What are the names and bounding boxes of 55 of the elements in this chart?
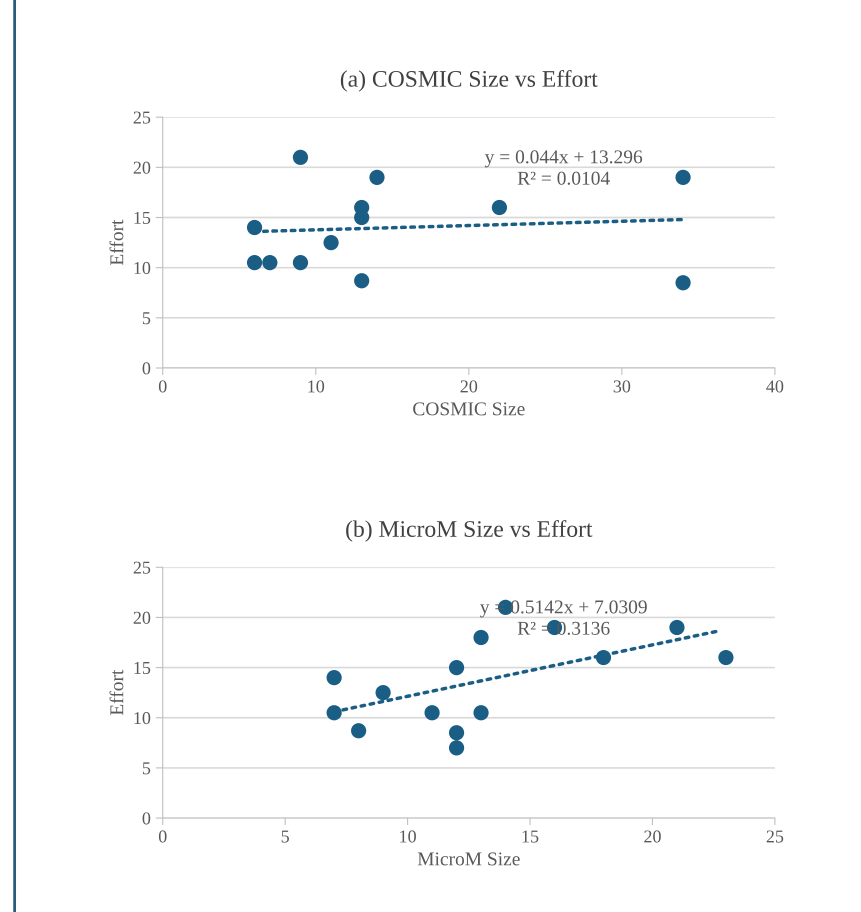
annotation: y = 0.044x + 13.296: [484, 150, 642, 168]
x-tick-label: 10: [400, 830, 416, 843]
y-axis-title: Effort: [109, 670, 124, 716]
y-tick-label: 20: [134, 612, 150, 624]
x-axis-title: MicroM Size: [418, 852, 520, 866]
point: [473, 630, 489, 646]
y-tick-label: 15: [134, 662, 150, 674]
x-tick-label: 40: [766, 380, 784, 393]
point: [246, 220, 262, 236]
point: [326, 670, 342, 686]
point: [323, 234, 339, 250]
y-axis-title: Effort: [109, 220, 124, 266]
y-tick-label: 20: [134, 162, 150, 174]
point: [596, 650, 612, 666]
point: [246, 255, 262, 270]
point: [448, 660, 464, 676]
point: [376, 685, 391, 700]
point: [448, 740, 464, 756]
point: [351, 723, 366, 738]
y-tick-label: 0: [142, 812, 150, 825]
point: [675, 170, 691, 185]
y-tick-label: 10: [134, 262, 150, 274]
point: [292, 150, 308, 165]
chart-title: (b) MicroM Size vs Effort: [346, 520, 592, 542]
y-tick-label: 0: [142, 362, 150, 374]
x-tick-label: 0: [158, 830, 167, 843]
point: [473, 705, 489, 720]
x-tick-label: 15: [522, 830, 538, 843]
y-tick-label: 5: [142, 312, 150, 324]
point: [424, 705, 440, 720]
point: [669, 620, 685, 636]
point: [326, 705, 342, 720]
x-tick-label: 25: [766, 830, 784, 843]
chart-title: (a) COSMIC Size vs Effort: [340, 70, 598, 92]
point: [675, 275, 691, 290]
x-tick-label: 30: [614, 380, 630, 393]
y-tick-label: 25: [134, 562, 150, 574]
point: [292, 255, 308, 270]
y-tick-label: 15: [134, 212, 150, 224]
y-tick-label: 10: [134, 712, 150, 724]
point: [262, 255, 278, 270]
x-tick-label: 10: [308, 380, 324, 393]
point: [369, 170, 385, 185]
y-tick-label: 5: [142, 762, 150, 774]
x-tick-label: 5: [282, 830, 289, 843]
y-tick-label: 25: [134, 112, 150, 124]
x-axis-title: COSMIC Size: [413, 402, 525, 416]
x-tick-label: 20: [644, 830, 661, 843]
point: [448, 725, 464, 740]
x-tick-label: 20: [460, 380, 478, 393]
point: [354, 273, 370, 288]
x-tick-label: 0: [158, 380, 167, 393]
annotation: R² = 0.0104: [518, 172, 610, 185]
point: [492, 200, 508, 216]
point: [718, 650, 734, 666]
